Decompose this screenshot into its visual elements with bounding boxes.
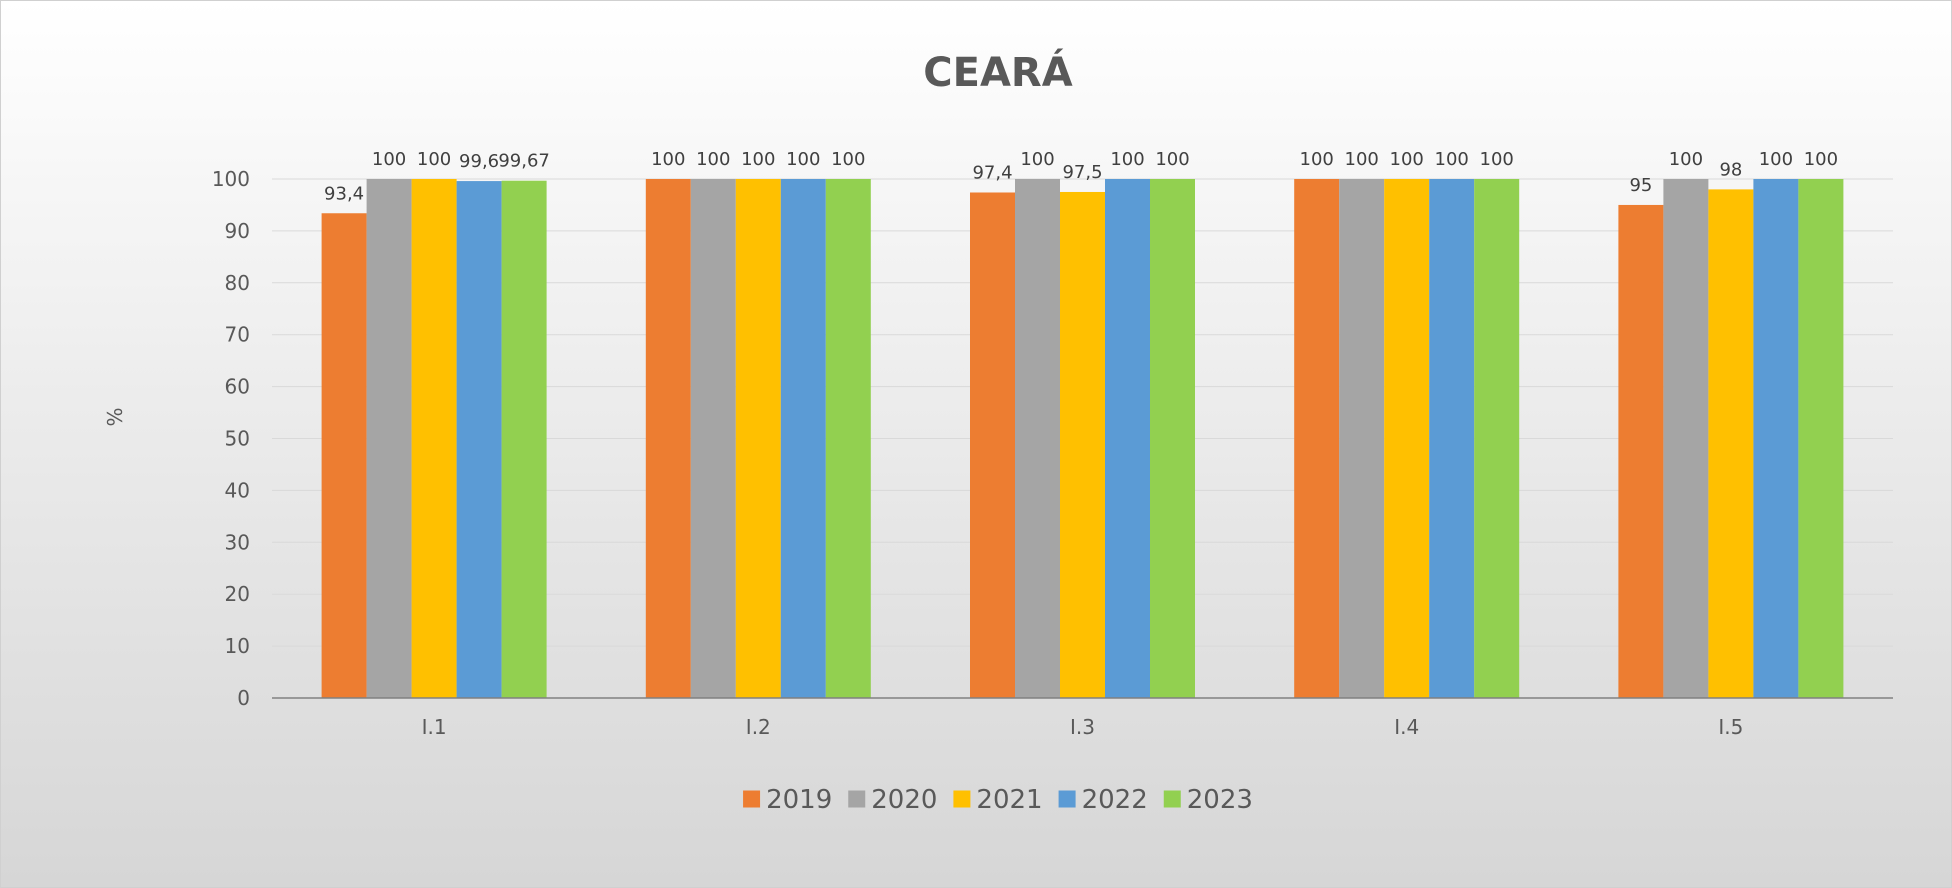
data-label: 100 <box>831 149 865 170</box>
bar <box>645 179 691 698</box>
x-tick-label: I.4 <box>1394 715 1419 739</box>
legend-item: 2021 <box>953 785 1043 815</box>
data-label: 100 <box>651 149 685 170</box>
data-label: 98 <box>1719 159 1742 180</box>
data-labels: 93,4 100 100 99,6 99,67 100 100 100 100 100 97,4 10… <box>324 149 1838 204</box>
y-tick-label: 50 <box>225 427 250 451</box>
y-axis-title: % <box>103 407 127 426</box>
legend-swatch <box>1163 790 1181 808</box>
bar <box>1150 179 1195 698</box>
bar <box>1618 204 1664 698</box>
data-label: 100 <box>741 149 775 170</box>
legend-item: 2019 <box>743 785 832 815</box>
bar <box>411 179 457 698</box>
y-tick-label: 10 <box>225 634 250 658</box>
legend-item: 2022 <box>1058 785 1148 815</box>
data-label: 97,4 <box>972 162 1012 183</box>
bar <box>970 192 1015 698</box>
bars <box>321 179 1844 699</box>
bar <box>1474 179 1520 698</box>
x-tick-label: I.1 <box>422 715 447 739</box>
data-label: 100 <box>696 149 730 170</box>
bar <box>501 180 547 698</box>
legend-swatch <box>953 790 971 808</box>
legend-swatch <box>848 790 866 808</box>
legend-label: 2021 <box>976 785 1042 815</box>
bar <box>825 179 871 698</box>
bar <box>1663 179 1709 698</box>
data-label: 100 <box>1759 149 1793 170</box>
axes: 0 10 20 30 40 50 60 70 80 90 100 I.1 I.2 I.3 I.4 I.5 <box>212 167 1893 739</box>
data-label: 100 <box>1480 149 1514 170</box>
data-label: 100 <box>1020 149 1054 170</box>
bar <box>1384 179 1430 698</box>
data-label: 100 <box>1435 149 1469 170</box>
bar <box>780 179 826 698</box>
bar <box>735 179 781 698</box>
data-label: 100 <box>372 149 406 170</box>
data-label: 100 <box>1390 149 1424 170</box>
legend-label: 2019 <box>766 785 832 815</box>
data-label: 100 <box>1669 149 1703 170</box>
y-tick-label: 60 <box>225 375 250 399</box>
legend-item: 2020 <box>848 785 937 815</box>
y-tick-label: 0 <box>237 686 250 710</box>
y-tick-label: 70 <box>225 323 250 347</box>
bar <box>1429 179 1475 698</box>
legend-item: 2023 <box>1163 785 1253 815</box>
y-tick-label: 30 <box>225 530 250 554</box>
legend-label: 2022 <box>1082 785 1148 815</box>
y-tick-label: 100 <box>212 167 250 191</box>
data-label: 100 <box>1300 149 1334 170</box>
bar <box>1294 179 1340 698</box>
legend: 2019 2020 2021 2022 2023 <box>743 785 1253 815</box>
bar <box>1015 179 1060 698</box>
data-label: 100 <box>1804 149 1838 170</box>
data-label: 100 <box>1155 149 1189 170</box>
data-label: 93,4 <box>324 183 364 204</box>
legend-swatch <box>743 790 761 808</box>
x-tick-label: I.3 <box>1070 715 1095 739</box>
x-tick-label: I.5 <box>1718 715 1743 739</box>
data-label: 99,6 <box>459 151 499 172</box>
bar <box>366 179 412 698</box>
data-label: 95 <box>1629 175 1652 196</box>
data-label: 99,67 <box>498 151 550 172</box>
y-tick-label: 20 <box>225 582 250 606</box>
data-label: 100 <box>417 149 451 170</box>
y-tick-label: 40 <box>225 478 250 502</box>
bar <box>1339 179 1385 698</box>
data-label: 97,5 <box>1062 162 1102 183</box>
bar <box>456 181 502 699</box>
bar <box>1753 179 1799 698</box>
data-label: 100 <box>1110 149 1144 170</box>
legend-label: 2020 <box>871 785 937 815</box>
bar <box>321 213 367 698</box>
chart-title: CEARÁ <box>923 48 1072 96</box>
y-tick-label: 90 <box>225 219 250 243</box>
data-label: 100 <box>1345 149 1379 170</box>
bar <box>1060 191 1105 698</box>
x-tick-label: I.2 <box>746 715 771 739</box>
bar <box>1708 189 1754 698</box>
legend-label: 2023 <box>1187 785 1253 815</box>
data-label: 100 <box>786 149 820 170</box>
bar <box>1798 179 1844 698</box>
legend-swatch <box>1058 790 1076 808</box>
bar <box>1105 179 1150 698</box>
bar <box>690 179 736 698</box>
y-tick-label: 80 <box>225 271 250 295</box>
